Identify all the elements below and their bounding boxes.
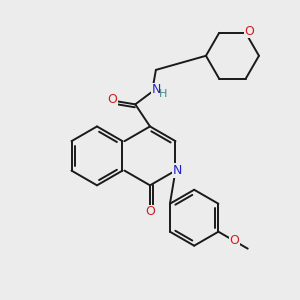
Text: O: O [145, 205, 155, 218]
Text: O: O [108, 93, 118, 106]
Text: N: N [172, 164, 182, 177]
Text: N: N [152, 83, 161, 96]
Text: O: O [229, 234, 239, 247]
Text: H: H [159, 89, 167, 99]
Text: O: O [244, 25, 254, 38]
